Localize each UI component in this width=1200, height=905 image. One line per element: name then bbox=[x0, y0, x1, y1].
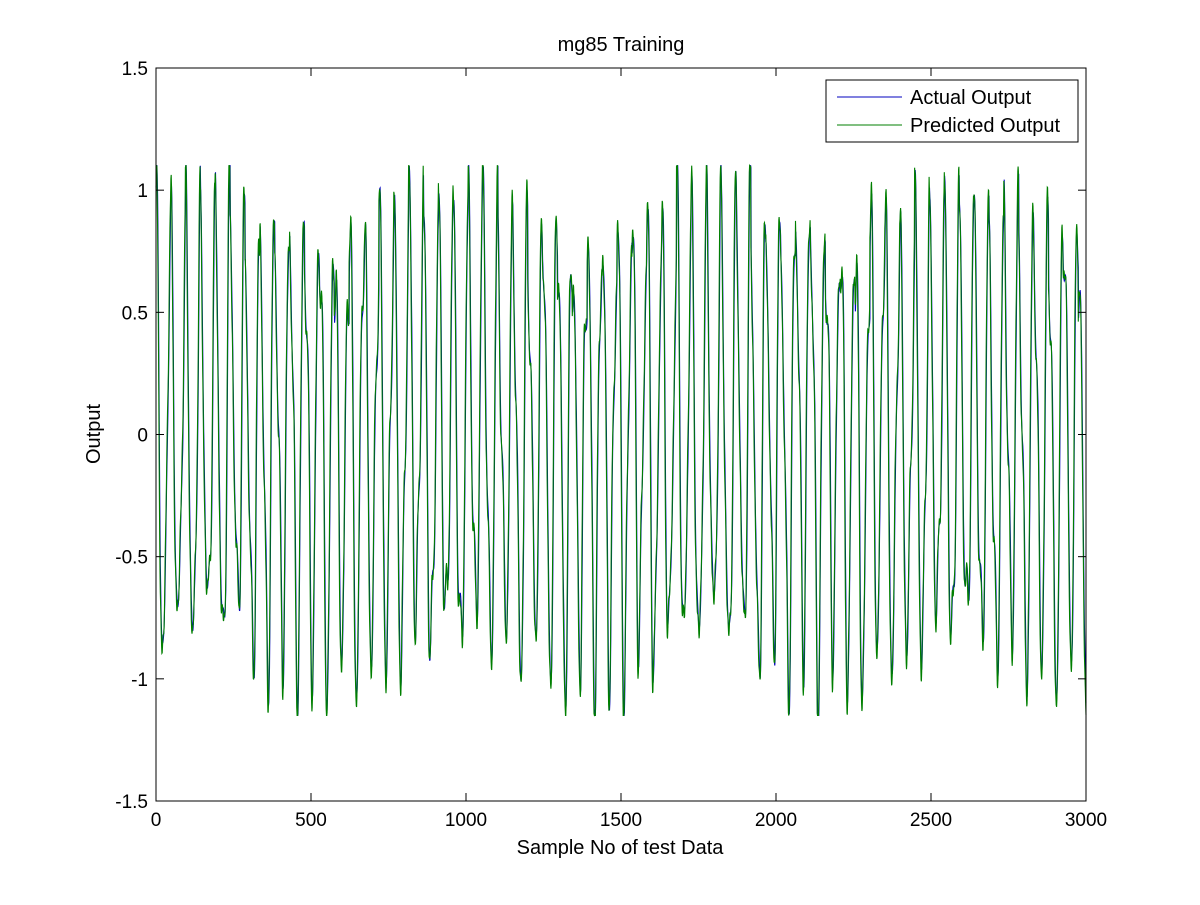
legend-box bbox=[825, 79, 1079, 143]
x-tick-label: 2500 bbox=[910, 810, 952, 831]
x-tick-label: 1500 bbox=[600, 810, 642, 831]
x-tick-label: 500 bbox=[295, 810, 327, 831]
y-tick-label: 1 bbox=[137, 181, 148, 202]
x-axis: 0 500 1000 1500 2000 2500 3000 bbox=[151, 68, 1107, 831]
y-tick-label: -0.5 bbox=[115, 548, 148, 569]
y-tick-label: -1.5 bbox=[115, 792, 148, 813]
y-axis: -1.5 -1 -0.5 0 0.5 1 1.5 bbox=[115, 59, 1086, 813]
legend-label-actual-output: Actual Output bbox=[910, 87, 1032, 109]
x-tick-label: 1000 bbox=[445, 810, 487, 831]
y-tick-label: 0 bbox=[137, 426, 148, 447]
legend: Actual Output Predicted Output bbox=[825, 79, 1079, 143]
series-layer bbox=[155, 163, 1087, 717]
legend-label-predicted-output: Predicted Output bbox=[910, 115, 1061, 137]
x-tick-label: 0 bbox=[151, 810, 162, 831]
x-tick-label: 2000 bbox=[755, 810, 797, 831]
chart-title: mg85 Training bbox=[558, 34, 685, 56]
x-tick-label: 3000 bbox=[1065, 810, 1107, 831]
y-tick-label: 0.5 bbox=[122, 303, 148, 324]
y-tick-label: 1.5 bbox=[122, 59, 148, 80]
y-tick-label: -1 bbox=[131, 670, 148, 691]
y-axis-label: Output bbox=[83, 404, 105, 464]
x-axis-label: Sample No of test Data bbox=[517, 837, 725, 859]
series-line-predicted-output bbox=[155, 163, 1087, 717]
